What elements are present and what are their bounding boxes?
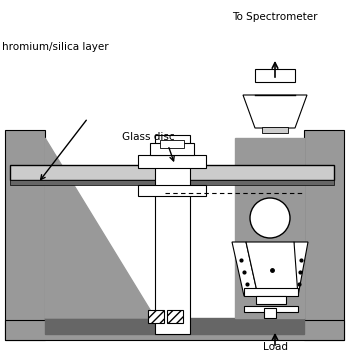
Bar: [235, 138, 304, 318]
Bar: [255, 69, 295, 82]
Bar: [148, 310, 164, 323]
Bar: [10, 180, 334, 185]
Bar: [256, 296, 286, 304]
Bar: [5, 320, 344, 340]
Bar: [262, 127, 288, 133]
Polygon shape: [284, 242, 308, 296]
Bar: [264, 308, 276, 318]
Bar: [138, 155, 206, 168]
Circle shape: [250, 198, 290, 238]
Bar: [10, 165, 334, 180]
Bar: [138, 185, 206, 196]
Polygon shape: [243, 95, 307, 128]
Polygon shape: [232, 242, 258, 296]
Text: Load: Load: [262, 342, 288, 352]
Bar: [304, 130, 344, 340]
Bar: [244, 288, 298, 296]
Polygon shape: [45, 138, 155, 318]
Bar: [150, 143, 194, 155]
Bar: [5, 130, 45, 340]
Bar: [160, 140, 184, 148]
Polygon shape: [246, 242, 298, 296]
Bar: [167, 310, 183, 323]
Text: To Spectrometer: To Spectrometer: [232, 12, 318, 22]
Bar: [155, 135, 190, 334]
Text: hromium/silica layer: hromium/silica layer: [2, 42, 109, 52]
Text: Glass disc: Glass disc: [122, 132, 174, 142]
Bar: [45, 318, 304, 334]
Bar: [244, 306, 298, 312]
